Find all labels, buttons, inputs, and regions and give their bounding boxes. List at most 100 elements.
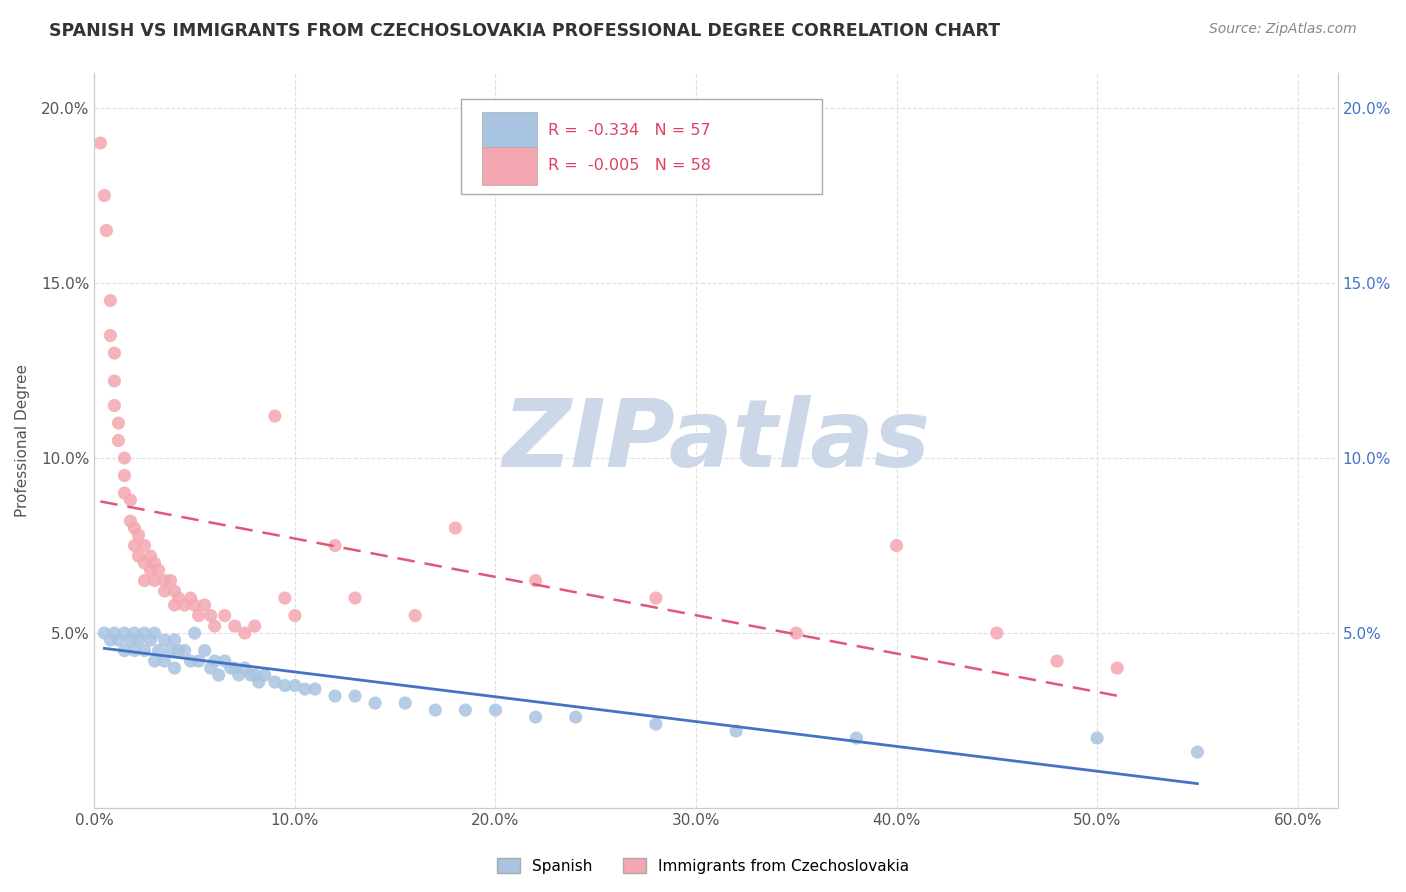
Point: [153, 574, 176, 588]
Point: [323, 539, 346, 553]
Point: [139, 563, 162, 577]
Point: [263, 409, 285, 423]
Point: [364, 696, 387, 710]
Point: [524, 574, 547, 588]
Point: [200, 608, 222, 623]
Point: [304, 681, 326, 696]
Point: [886, 539, 908, 553]
Point: [200, 661, 222, 675]
Point: [194, 598, 217, 612]
Point: [120, 514, 142, 528]
Point: [163, 661, 186, 675]
Point: [183, 626, 205, 640]
Point: [187, 654, 209, 668]
Point: [143, 574, 166, 588]
Point: [444, 521, 467, 535]
Point: [163, 584, 186, 599]
Point: [124, 643, 146, 657]
Point: [644, 717, 666, 731]
Point: [134, 643, 156, 657]
Point: [163, 598, 186, 612]
Point: [139, 633, 162, 648]
Point: [124, 626, 146, 640]
Point: [986, 626, 1008, 640]
Point: [107, 416, 129, 430]
Point: [112, 626, 135, 640]
Point: [404, 608, 426, 623]
Point: [153, 633, 176, 648]
Point: [394, 696, 416, 710]
Point: [112, 643, 135, 657]
Point: [228, 668, 250, 682]
Point: [284, 608, 307, 623]
Point: [103, 346, 125, 360]
Point: [564, 710, 586, 724]
Point: [93, 626, 115, 640]
Point: [134, 574, 156, 588]
Text: Source: ZipAtlas.com: Source: ZipAtlas.com: [1209, 22, 1357, 37]
Point: [725, 724, 748, 739]
Point: [124, 539, 146, 553]
Y-axis label: Professional Degree: Professional Degree: [15, 364, 30, 517]
Point: [167, 591, 190, 605]
Point: [180, 591, 202, 605]
Point: [233, 626, 256, 640]
Point: [204, 654, 226, 668]
Point: [103, 374, 125, 388]
Point: [785, 626, 807, 640]
Point: [112, 468, 135, 483]
Text: SPANISH VS IMMIGRANTS FROM CZECHOSLOVAKIA PROFESSIONAL DEGREE CORRELATION CHART: SPANISH VS IMMIGRANTS FROM CZECHOSLOVAKI…: [49, 22, 1000, 40]
Point: [167, 643, 190, 657]
Point: [208, 668, 231, 682]
Point: [134, 539, 156, 553]
Point: [127, 528, 149, 542]
Point: [89, 136, 111, 150]
Point: [274, 679, 297, 693]
Point: [187, 608, 209, 623]
Point: [284, 679, 307, 693]
Point: [107, 633, 129, 648]
Point: [183, 598, 205, 612]
Point: [224, 619, 246, 633]
Point: [323, 689, 346, 703]
Point: [153, 584, 176, 599]
Point: [143, 654, 166, 668]
Point: [247, 675, 270, 690]
Point: [159, 643, 181, 657]
Point: [143, 626, 166, 640]
Legend: Spanish, Immigrants from Czechoslovakia: Spanish, Immigrants from Czechoslovakia: [491, 852, 915, 880]
Point: [112, 486, 135, 500]
Point: [139, 549, 162, 563]
Text: R =  -0.005   N = 58: R = -0.005 N = 58: [548, 159, 711, 173]
Point: [100, 293, 122, 308]
Point: [845, 731, 868, 745]
Text: R =  -0.334   N = 57: R = -0.334 N = 57: [548, 123, 711, 138]
Point: [134, 626, 156, 640]
Point: [103, 399, 125, 413]
Point: [204, 619, 226, 633]
Point: [1107, 661, 1129, 675]
Point: [124, 521, 146, 535]
Point: [294, 681, 316, 696]
Point: [454, 703, 477, 717]
Point: [127, 633, 149, 648]
Point: [1085, 731, 1108, 745]
Point: [163, 633, 186, 648]
Point: [214, 608, 236, 623]
Point: [107, 434, 129, 448]
FancyBboxPatch shape: [482, 147, 537, 185]
FancyBboxPatch shape: [482, 112, 537, 149]
Point: [484, 703, 506, 717]
Point: [180, 654, 202, 668]
Point: [224, 661, 246, 675]
Point: [344, 591, 367, 605]
Point: [100, 328, 122, 343]
Point: [96, 223, 118, 237]
Point: [1187, 745, 1209, 759]
Point: [148, 643, 170, 657]
Point: [274, 591, 297, 605]
Point: [233, 661, 256, 675]
Point: [243, 619, 266, 633]
Point: [159, 574, 181, 588]
Point: [243, 668, 266, 682]
